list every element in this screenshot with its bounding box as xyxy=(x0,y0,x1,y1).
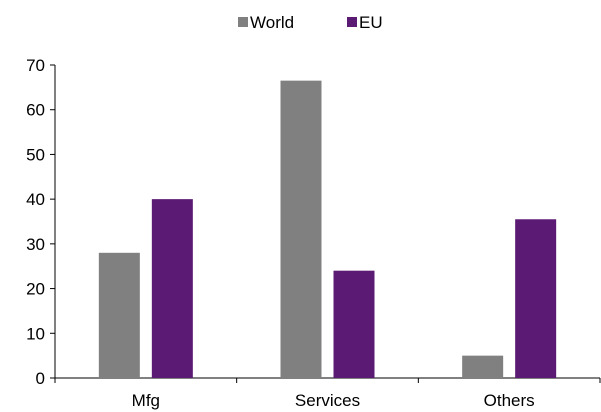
y-tick-label: 20 xyxy=(26,280,45,299)
y-axis: 0 10 20 30 40 50 60 70 xyxy=(26,56,56,388)
bars xyxy=(98,80,557,379)
y-tick-label: 30 xyxy=(26,235,45,254)
bar-world-services xyxy=(280,80,322,379)
x-tick-label: Mfg xyxy=(132,391,160,410)
bar-eu-services xyxy=(333,270,375,378)
bar-eu-mfg xyxy=(151,199,193,378)
legend-swatch-world xyxy=(238,17,248,27)
legend-label-world: World xyxy=(250,13,294,32)
bar-eu-others xyxy=(515,219,557,378)
legend-label-eu: EU xyxy=(359,13,383,32)
legend-swatch-eu xyxy=(347,17,357,27)
x-axis: Mfg Services Others xyxy=(54,377,601,410)
y-tick-label: 60 xyxy=(26,101,45,120)
x-tick-label: Others xyxy=(484,391,535,410)
legend: World EU xyxy=(238,13,383,32)
x-tick-label: Services xyxy=(295,391,360,410)
y-tick-label: 40 xyxy=(26,190,45,209)
bar-world-others xyxy=(462,355,504,378)
y-tick-label: 50 xyxy=(26,145,45,164)
bar-world-mfg xyxy=(98,252,140,378)
y-tick-label: 0 xyxy=(36,369,45,388)
y-tick-label: 70 xyxy=(26,56,45,75)
y-tick-label: 10 xyxy=(26,324,45,343)
